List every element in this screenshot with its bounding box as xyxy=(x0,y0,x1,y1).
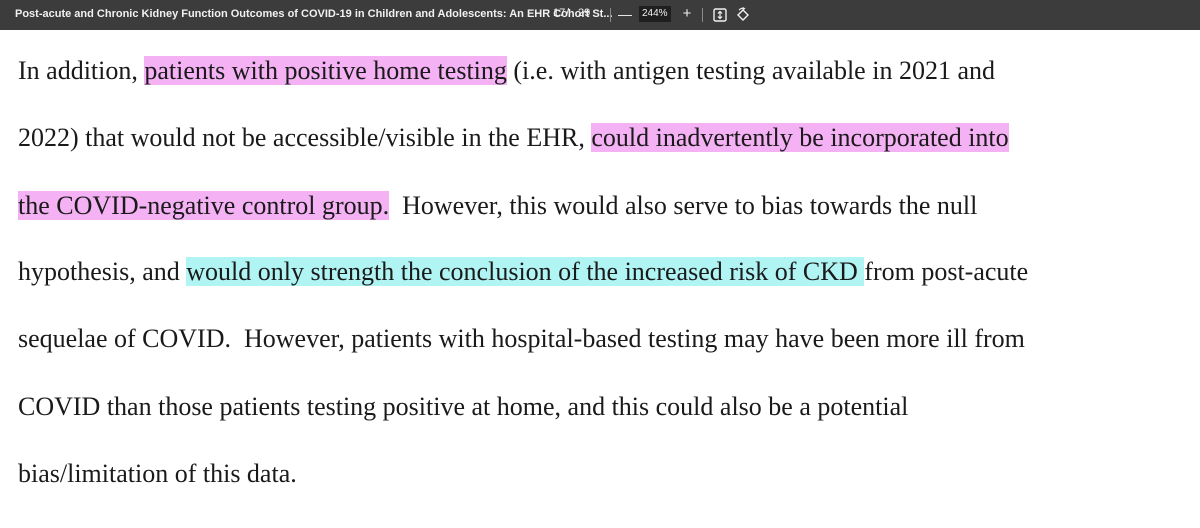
fit-page-icon[interactable] xyxy=(712,7,728,23)
highlight-annotation[interactable]: the COVID-negative control group. xyxy=(18,191,390,220)
toolbar-divider xyxy=(702,8,703,22)
text-segment: sequelae of COVID. However, patients wit… xyxy=(18,324,1025,353)
text-segment: from post-acute xyxy=(864,257,1029,286)
rotate-icon[interactable] xyxy=(735,7,751,23)
highlight-annotation[interactable]: could inadvertently be incorporated into xyxy=(591,123,1009,152)
page-separator: / xyxy=(566,7,570,19)
text-segment: In addition, xyxy=(18,56,145,85)
text-line: bias/limitation of this data. xyxy=(18,457,297,491)
total-pages: 29 xyxy=(578,7,591,19)
text-segment: bias/limitation of this data. xyxy=(18,459,297,488)
zoom-in-button[interactable]: + xyxy=(682,5,692,22)
highlight-annotation[interactable]: patients with positive home testing xyxy=(144,56,507,85)
text-segment: (i.e. with antigen testing available in … xyxy=(506,56,995,85)
zoom-level[interactable]: 244% xyxy=(639,6,671,22)
text-line: In addition, patients with positive home… xyxy=(18,54,995,88)
text-line: the COVID-negative control group. Howeve… xyxy=(18,189,977,223)
pdf-page: In addition, patients with positive home… xyxy=(0,30,1200,528)
text-line: COVID than those patients testing positi… xyxy=(18,390,908,424)
current-page-input[interactable]: 17 xyxy=(553,7,566,19)
highlight-annotation[interactable]: would only strength the conclusion of th… xyxy=(186,257,865,286)
zoom-out-button[interactable]: — xyxy=(618,6,632,22)
document-title: Post-acute and Chronic Kidney Function O… xyxy=(15,8,613,20)
toolbar-divider xyxy=(610,8,611,22)
pdf-toolbar: Post-acute and Chronic Kidney Function O… xyxy=(0,0,1200,30)
text-segment: However, this would also serve to bias t… xyxy=(389,191,978,220)
text-segment: COVID than those patients testing positi… xyxy=(18,392,909,421)
text-line: hypothesis, and would only strength the … xyxy=(18,255,1028,289)
text-segment: 2022) that would not be accessible/visib… xyxy=(18,123,592,152)
text-line: 2022) that would not be accessible/visib… xyxy=(18,121,1009,155)
text-line: sequelae of COVID. However, patients wit… xyxy=(18,322,1025,356)
text-segment: hypothesis, and xyxy=(18,257,187,286)
